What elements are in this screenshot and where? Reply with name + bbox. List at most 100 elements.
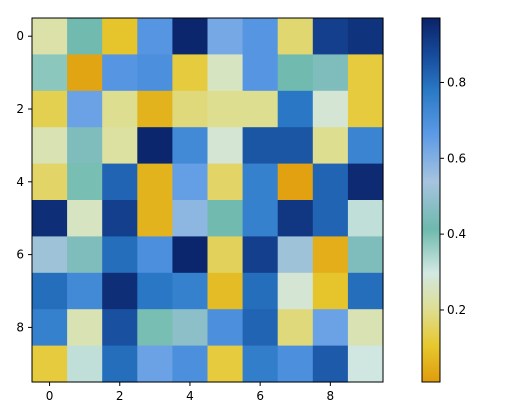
heatmap-cell: [277, 54, 314, 92]
heatmap-cell: [277, 200, 314, 237]
heatmap-cell: [102, 90, 138, 128]
heatmap-cell: [67, 54, 103, 92]
heatmap-cell: [137, 345, 173, 383]
heatmap-cell: [277, 163, 314, 201]
heatmap-cell: [242, 200, 279, 237]
heatmap-cell: [102, 236, 138, 274]
heatmap-cell: [347, 345, 384, 383]
heatmap-cell: [207, 127, 244, 165]
heatmap-cell: [32, 345, 68, 383]
heatmap-cell: [242, 18, 279, 55]
heatmap-cell: [207, 309, 244, 347]
heatmap-cell: [207, 200, 244, 237]
heatmap-cell: [347, 309, 384, 347]
heatmap-cell: [242, 236, 279, 274]
heatmap-cell: [277, 236, 314, 274]
heatmap-cell: [172, 18, 209, 55]
heatmap-cell: [347, 18, 384, 55]
heatmap-cell: [312, 163, 349, 201]
heatmap-cell: [172, 309, 209, 347]
heatmap-cell: [102, 127, 138, 165]
heatmap-cell: [347, 272, 384, 310]
y-tick-label: 2: [16, 102, 24, 116]
heatmap-cell: [102, 309, 138, 347]
heatmap-cell: [67, 272, 103, 310]
heatmap-cell: [67, 345, 103, 383]
heatmap-cell: [347, 54, 384, 92]
heatmap-cell: [137, 163, 173, 201]
heatmap-cell: [347, 90, 384, 128]
heatmap-cell: [32, 236, 68, 274]
heatmap-cell: [242, 345, 279, 383]
heatmap-cell: [102, 272, 138, 310]
heatmap-cell: [137, 18, 173, 55]
colorbar-tick-label: 0.4: [447, 227, 466, 241]
colorbar-tick-label: 0.8: [447, 75, 466, 89]
heatmap-cell: [242, 163, 279, 201]
heatmap-cell: [32, 127, 68, 165]
heatmap-cell: [347, 163, 384, 201]
heatmap-cell: [277, 309, 314, 347]
heatmap-cell: [312, 200, 349, 237]
heatmap-cell: [172, 272, 209, 310]
heatmap-cell: [32, 90, 68, 128]
heatmap-cell: [277, 18, 314, 55]
heatmap-cell: [207, 345, 244, 383]
heatmap-cell: [172, 163, 209, 201]
colorbar-tick-label: 0.2: [447, 303, 466, 317]
heatmap-cell: [67, 18, 103, 55]
heatmap-cell: [242, 309, 279, 347]
heatmap-cell: [312, 236, 349, 274]
heatmap-cell: [312, 18, 349, 55]
heatmap-cell: [67, 200, 103, 237]
heatmap-cell: [137, 309, 173, 347]
heatmap-cell: [242, 54, 279, 92]
heatmap-cell: [32, 54, 68, 92]
heatmap-cell: [137, 200, 173, 237]
heatmap-cell: [67, 163, 103, 201]
heatmap-cell: [137, 236, 173, 274]
x-tick-label: 0: [46, 389, 54, 403]
heatmap-cell: [172, 90, 209, 128]
heatmap-cell: [67, 127, 103, 165]
heatmap-cell: [207, 272, 244, 310]
heatmap-cell: [172, 236, 209, 274]
heatmap-cell: [347, 200, 384, 237]
heatmap-cell: [347, 236, 384, 274]
y-tick-label: 4: [16, 175, 24, 189]
heatmap-cell: [32, 18, 68, 55]
heatmap-cell: [207, 18, 244, 55]
heatmap-cell: [207, 163, 244, 201]
colorbar-tick-label: 0.6: [447, 151, 466, 165]
colorbar-frame: [421, 17, 441, 383]
heatmap-cell: [32, 272, 68, 310]
heatmap-cell: [32, 309, 68, 347]
heatmap-cell: [102, 200, 138, 237]
heatmap-cell: [277, 127, 314, 165]
heatmap-cell: [312, 309, 349, 347]
heatmap-cell: [312, 127, 349, 165]
y-tick-label: 8: [16, 320, 24, 334]
y-axis: 0 2 4 6 8: [16, 29, 32, 334]
y-tick-label: 6: [16, 248, 24, 262]
heatmap-cell: [102, 345, 138, 383]
heatmap-cell: [172, 127, 209, 165]
heatmap-cell: [207, 90, 244, 128]
heatmap-frame: [31, 17, 384, 383]
heatmap-cell: [172, 345, 209, 383]
heatmap-cell: [277, 345, 314, 383]
heatmap-cell: [137, 54, 173, 92]
heatmap-cell: [347, 127, 384, 165]
heatmap-cell: [242, 272, 279, 310]
heatmap-cell: [67, 90, 103, 128]
x-tick-label: 6: [256, 389, 264, 403]
heatmap-cell: [242, 90, 279, 128]
heatmap-cells: [32, 18, 384, 383]
heatmap-cell: [137, 127, 173, 165]
heatmap-cell: [312, 272, 349, 310]
heatmap-cell: [277, 90, 314, 128]
heatmap-cell: [32, 163, 68, 201]
x-tick-label: 2: [116, 389, 124, 403]
heatmap-cell: [312, 90, 349, 128]
